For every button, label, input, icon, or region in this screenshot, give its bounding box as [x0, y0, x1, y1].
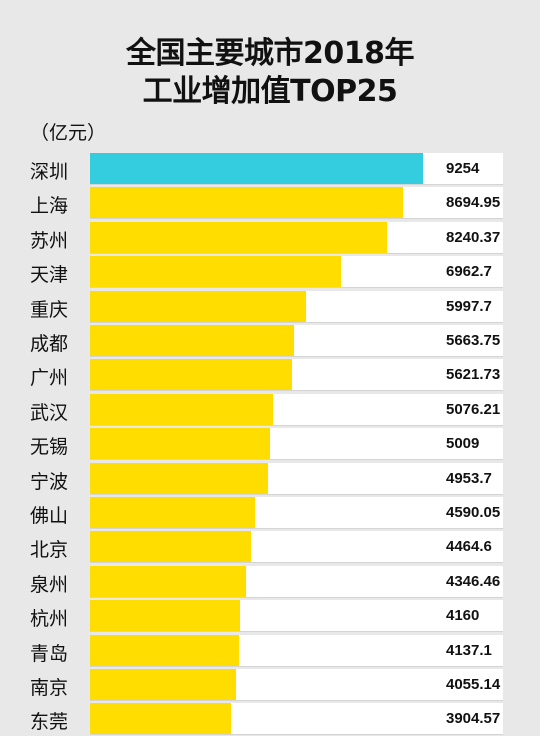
bar-track	[90, 393, 503, 426]
value-label: 4160	[446, 607, 480, 625]
value-label: 4346.46	[446, 572, 501, 590]
bar-track	[90, 428, 503, 461]
bar-row: 佛山 4590.05	[0, 496, 540, 530]
bar	[90, 565, 247, 597]
bar-track	[90, 153, 503, 185]
bar-track	[90, 359, 503, 392]
bar	[90, 256, 341, 288]
bar	[90, 669, 236, 700]
bar-track	[90, 256, 503, 289]
bar-track	[90, 325, 503, 357]
category-label: 宁波	[30, 470, 69, 493]
bar-row: 青岛 4137.1	[0, 634, 540, 668]
category-label: 东莞	[30, 711, 69, 734]
bar-row: 杭州 4160	[0, 599, 540, 633]
category-label: 佛山	[30, 505, 69, 527]
bar	[90, 428, 271, 460]
bar-track	[90, 669, 503, 701]
value-label: 4464.6	[446, 538, 492, 556]
category-label: 成都	[30, 333, 69, 355]
bar	[90, 393, 273, 425]
value-label: 4137.1	[446, 641, 492, 659]
bar	[90, 153, 423, 184]
bar-row: 上海 8694.95	[0, 186, 540, 220]
category-label: 泉州	[30, 573, 69, 596]
bar	[90, 497, 256, 528]
category-label: 苏州	[30, 229, 69, 252]
value-label: 4953.7	[446, 469, 492, 487]
bar-track	[90, 703, 503, 736]
category-label: 武汉	[30, 401, 69, 424]
bar-row: 天津 6962.7	[0, 255, 540, 289]
bar	[90, 221, 387, 253]
value-label: 8240.37	[446, 228, 501, 246]
unit-label: （亿元）	[30, 122, 107, 144]
bar-track	[90, 565, 503, 598]
category-label: 杭州	[30, 608, 69, 631]
value-label: 3904.57	[446, 710, 501, 728]
bar-track	[90, 531, 503, 564]
bar-row: 苏州 8240.37	[0, 221, 540, 255]
value-label: 5621.73	[446, 366, 501, 384]
bar	[90, 462, 269, 494]
bar-row: 无锡 5009	[0, 427, 540, 461]
bar	[90, 634, 239, 666]
bar-row: 成都 5663.75	[0, 324, 540, 358]
bar-row: 南京 4055.14	[0, 668, 540, 702]
value-label: 5997.7	[446, 297, 492, 315]
category-label: 北京	[30, 539, 69, 562]
bar-row: 武汉 5076.21	[0, 393, 540, 427]
category-label: 天津	[30, 264, 69, 287]
bar-row: 泉州 4346.46	[0, 565, 540, 599]
bar	[90, 600, 240, 632]
value-label: 4590.05	[446, 504, 501, 521]
bar-row: 重庆 5997.7	[0, 290, 540, 324]
chart-subtitle: 工业增加值TOP25	[142, 74, 398, 109]
bar-track	[90, 221, 503, 254]
bar-track	[90, 600, 503, 633]
category-label: 深圳	[30, 161, 69, 183]
chart-title: 全国主要城市2018年	[126, 36, 415, 71]
category-label: 上海	[30, 195, 69, 218]
category-label: 青岛	[30, 642, 69, 665]
bar-row: 东莞 3904.57	[0, 702, 540, 736]
value-label: 9254	[446, 160, 480, 177]
bar	[90, 325, 294, 356]
bar-track	[90, 290, 503, 323]
category-label: 广州	[30, 367, 69, 390]
value-label: 8694.95	[446, 194, 501, 212]
category-label: 无锡	[30, 436, 69, 459]
bar-track	[90, 634, 503, 667]
bar-track	[90, 187, 503, 220]
category-label: 重庆	[30, 298, 69, 321]
bar	[90, 187, 403, 219]
value-label: 5009	[446, 435, 480, 453]
category-label: 南京	[30, 677, 69, 699]
bar	[90, 290, 306, 322]
value-label: 5076.21	[446, 400, 501, 418]
bar	[90, 359, 293, 391]
value-label: 5663.75	[446, 332, 501, 349]
bar-row: 宁波 4953.7	[0, 462, 540, 496]
bar	[90, 531, 251, 563]
bar-row: 深圳 9254	[0, 152, 540, 186]
bar-row: 北京 4464.6	[0, 530, 540, 564]
bar-track	[90, 462, 503, 495]
bar	[90, 703, 231, 735]
bar-track	[90, 497, 503, 529]
bar-row: 广州 5621.73	[0, 358, 540, 392]
value-label: 4055.14	[446, 676, 501, 693]
value-label: 6962.7	[446, 263, 492, 281]
